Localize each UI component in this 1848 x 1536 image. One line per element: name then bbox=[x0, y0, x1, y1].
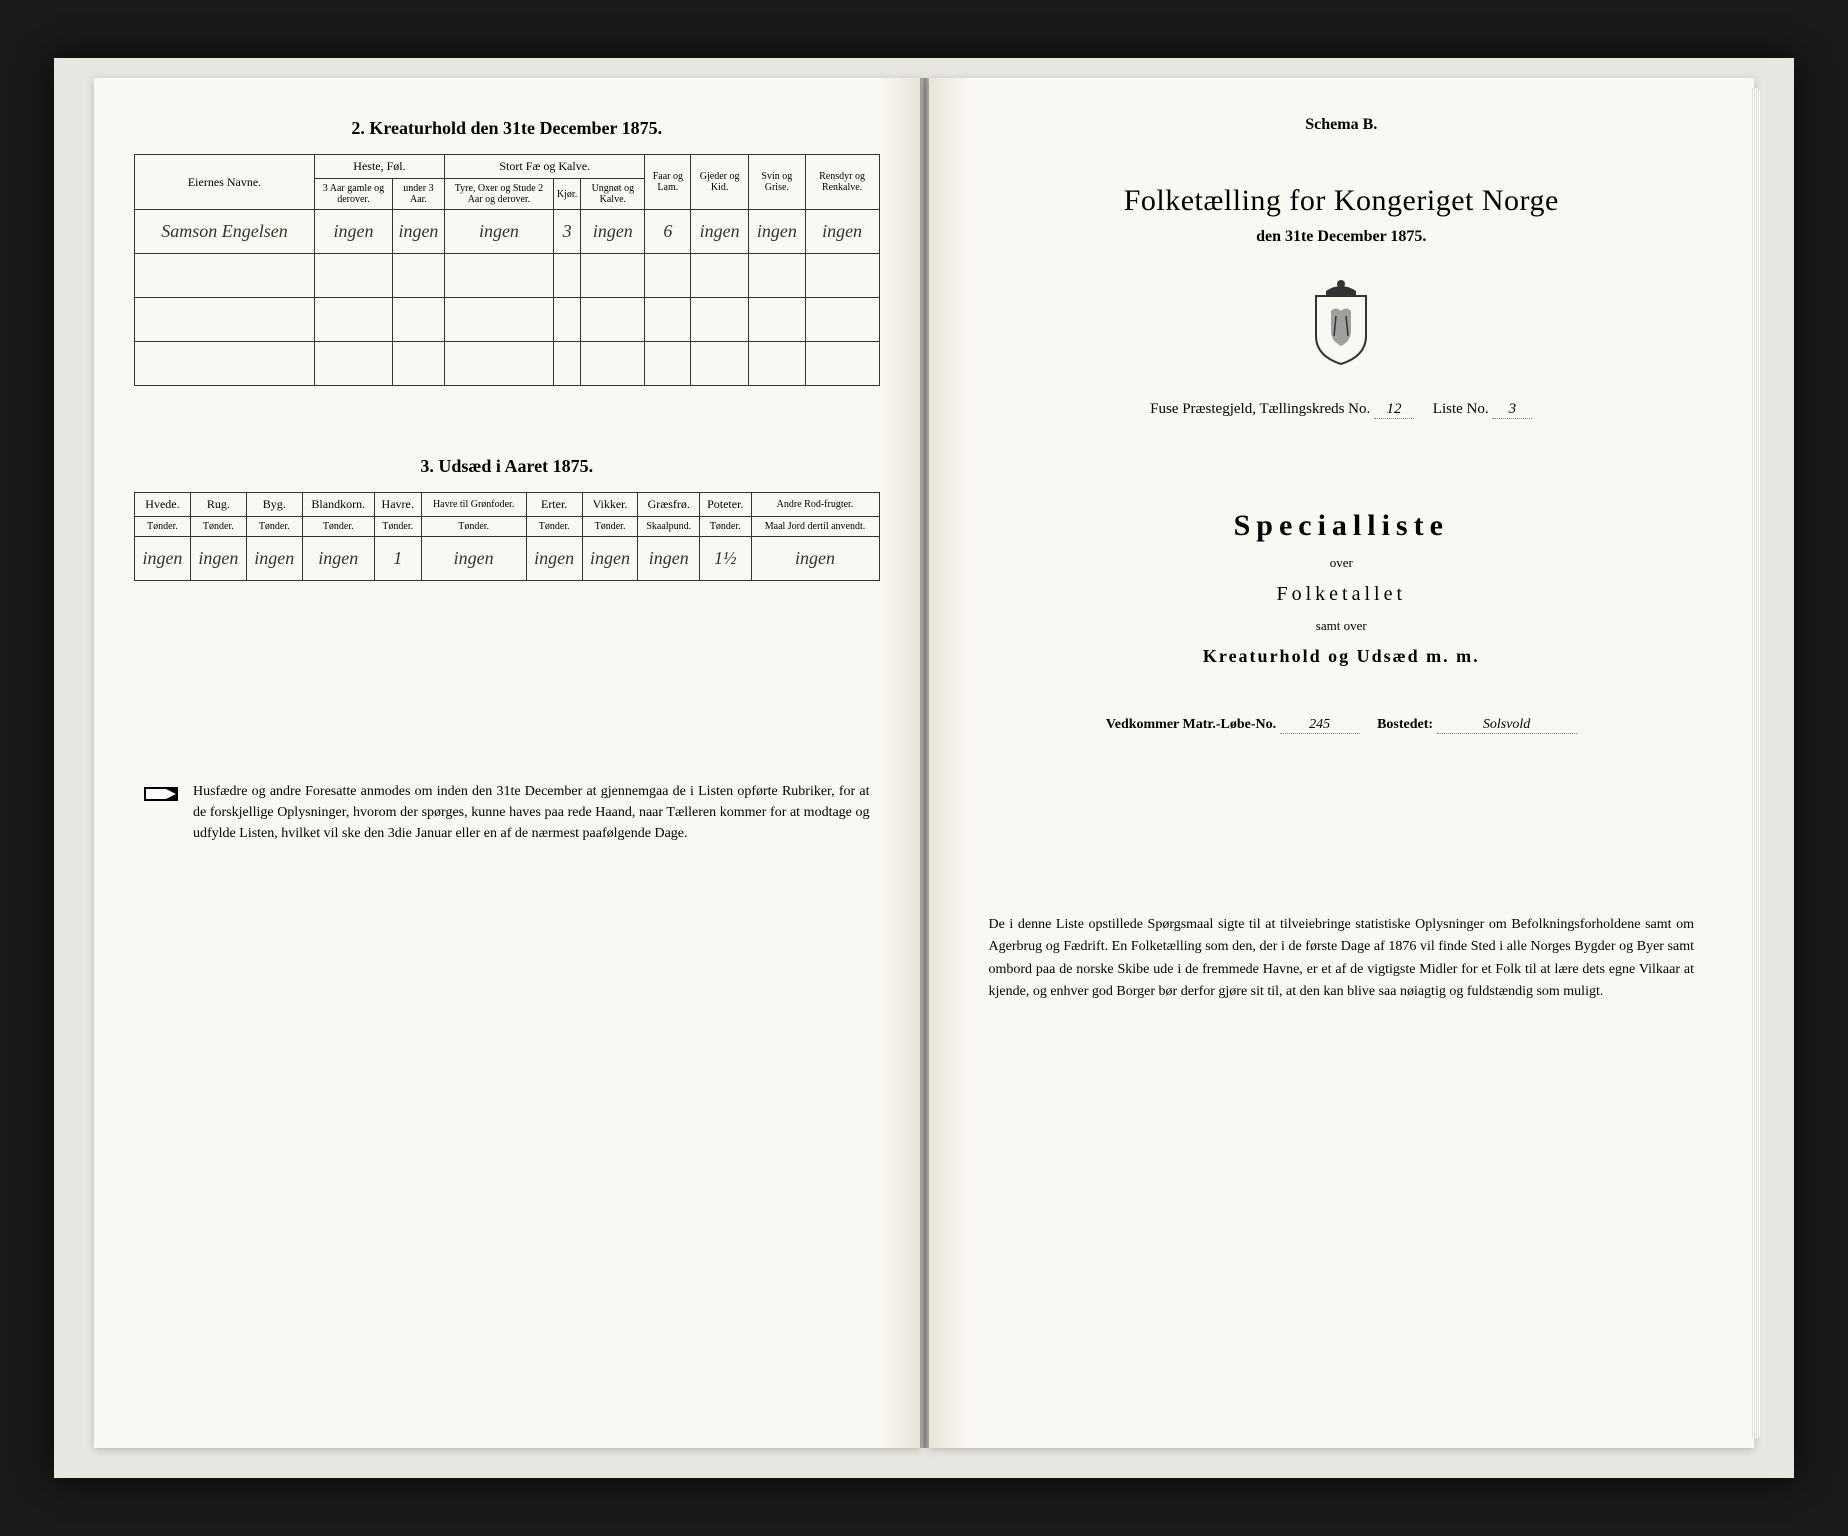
cell-vikker: ingen bbox=[582, 537, 638, 581]
samt-over-label: samt over bbox=[969, 618, 1715, 634]
vedkommer-line: Vedkommer Matr.-Løbe-No. 245 Bostedet: S… bbox=[969, 717, 1715, 734]
table2-row: Samson Engelsen ingen ingen ingen 3 inge… bbox=[135, 210, 880, 254]
bostedet-value: Solsvold bbox=[1437, 717, 1577, 734]
unit: Tønder. bbox=[699, 517, 751, 537]
th-hvede: Hvede. bbox=[135, 493, 191, 517]
cell-gjeder: ingen bbox=[691, 210, 749, 254]
unit: Tønder. bbox=[421, 517, 526, 537]
over-label: over bbox=[969, 555, 1715, 571]
table2-empty-row bbox=[135, 254, 880, 298]
th-havregron: Havre til Grønfoder. bbox=[421, 493, 526, 517]
unit: Tønder. bbox=[582, 517, 638, 537]
th-heste: Heste, Føl. bbox=[315, 155, 445, 179]
parish-no-value: 12 bbox=[1374, 401, 1414, 419]
cell-heste3: ingen bbox=[315, 210, 393, 254]
th-storfe: Stort Fæ og Kalve. bbox=[444, 155, 644, 179]
th-blandkorn: Blandkorn. bbox=[302, 493, 374, 517]
table2-title: 2. Kreaturhold den 31te December 1875. bbox=[134, 118, 880, 139]
left-page: 2. Kreaturhold den 31te December 1875. E… bbox=[94, 78, 921, 1448]
cell-oxer: ingen bbox=[444, 210, 553, 254]
th-heste-under3: under 3 Aar. bbox=[392, 179, 444, 210]
cell-havregron: ingen bbox=[421, 537, 526, 581]
th-rensdyr: Rensdyr og Renkalve. bbox=[805, 155, 879, 210]
th-faar: Faar og Lam. bbox=[645, 155, 691, 210]
th-storfe-oxer: Tyre, Oxer og Stude 2 Aar og derover. bbox=[444, 179, 553, 210]
schema-label: Schema B. bbox=[969, 116, 1715, 134]
main-title: Folketælling for Kongeriget Norge bbox=[969, 184, 1715, 218]
cell-faar: 6 bbox=[645, 210, 691, 254]
coat-of-arms-icon bbox=[969, 276, 1715, 371]
unit: Tønder. bbox=[374, 517, 421, 537]
book-spine bbox=[921, 78, 929, 1448]
unit: Maal Jord dertil anvendt. bbox=[751, 517, 879, 537]
th-rug: Rug. bbox=[190, 493, 246, 517]
th-byg: Byg. bbox=[246, 493, 302, 517]
book-spread: 2. Kreaturhold den 31te December 1875. E… bbox=[94, 78, 1754, 1448]
th-havre: Havre. bbox=[374, 493, 421, 517]
table3-row: ingen ingen ingen ingen 1 ingen ingen in… bbox=[135, 537, 880, 581]
table3-udsaed: Hvede. Rug. Byg. Blandkorn. Havre. Havre… bbox=[134, 492, 880, 581]
parish-label: Fuse Præstegjeld, Tællingskreds No. bbox=[1150, 401, 1370, 417]
page-stack-edge bbox=[1752, 88, 1760, 1438]
th-graesfro: Græsfrø. bbox=[638, 493, 700, 517]
th-storfe-kjor: Kjør. bbox=[553, 179, 580, 210]
cell-ungnot: ingen bbox=[581, 210, 645, 254]
cell-andre: ingen bbox=[751, 537, 879, 581]
cell-rensdyr: ingen bbox=[805, 210, 879, 254]
unit: Skaalpund. bbox=[638, 517, 700, 537]
th-storfe-ungnot: Ungnøt og Kalve. bbox=[581, 179, 645, 210]
cell-hesteU3: ingen bbox=[392, 210, 444, 254]
unit: Tønder. bbox=[302, 517, 374, 537]
bostedet-label: Bostedet: bbox=[1377, 717, 1433, 732]
liste-label: Liste No. bbox=[1433, 401, 1489, 417]
table2-kreaturhold: Eiernes Navne. Heste, Føl. Stort Fæ og K… bbox=[134, 154, 880, 386]
cell-havre: 1 bbox=[374, 537, 421, 581]
left-footnote-block: Husfædre og andre Foresatte anmodes om i… bbox=[134, 781, 880, 844]
pointing-hand-icon bbox=[144, 783, 178, 844]
th-svin: Svin og Grise. bbox=[749, 155, 806, 210]
th-erter: Erter. bbox=[526, 493, 582, 517]
kreatur-line: Kreaturhold og Udsæd m. m. bbox=[969, 646, 1715, 667]
table2-empty-row bbox=[135, 298, 880, 342]
unit: Tønder. bbox=[190, 517, 246, 537]
specialliste-title: Specialliste bbox=[969, 509, 1715, 543]
unit: Tønder. bbox=[526, 517, 582, 537]
right-page: Schema B. Folketælling for Kongeriget No… bbox=[929, 78, 1755, 1448]
cell-hvede: ingen bbox=[135, 537, 191, 581]
unit: Tønder. bbox=[135, 517, 191, 537]
right-footnote-text: De i denne Liste opstillede Spørgsmaal s… bbox=[969, 914, 1715, 1004]
th-gjeder: Gjeder og Kid. bbox=[691, 155, 749, 210]
cell-byg: ingen bbox=[246, 537, 302, 581]
cell-owner: Samson Engelsen bbox=[135, 210, 315, 254]
liste-no-value: 3 bbox=[1492, 401, 1532, 419]
th-vikker: Vikker. bbox=[582, 493, 638, 517]
scan-background: 2. Kreaturhold den 31te December 1875. E… bbox=[54, 58, 1794, 1478]
th-poteter: Poteter. bbox=[699, 493, 751, 517]
folketallet-label: Folketallet bbox=[969, 583, 1715, 606]
th-owner: Eiernes Navne. bbox=[135, 155, 315, 210]
date-line: den 31te December 1875. bbox=[969, 228, 1715, 246]
cell-kjor: 3 bbox=[553, 210, 580, 254]
cell-graesfro: ingen bbox=[638, 537, 700, 581]
cell-poteter: 1½ bbox=[699, 537, 751, 581]
cell-svin: ingen bbox=[749, 210, 806, 254]
table3-title: 3. Udsæd i Aaret 1875. bbox=[134, 456, 880, 477]
th-heste-3aar: 3 Aar gamle og derover. bbox=[315, 179, 393, 210]
cell-erter: ingen bbox=[526, 537, 582, 581]
cell-rug: ingen bbox=[190, 537, 246, 581]
matr-no-value: 245 bbox=[1280, 717, 1360, 734]
left-footnote-text: Husfædre og andre Foresatte anmodes om i… bbox=[193, 781, 870, 844]
cell-blandkorn: ingen bbox=[302, 537, 374, 581]
parish-line: Fuse Præstegjeld, Tællingskreds No. 12 L… bbox=[969, 401, 1715, 419]
th-andre: Andre Rod-frugter. bbox=[751, 493, 879, 517]
vedkommer-label: Vedkommer Matr.-Løbe-No. bbox=[1106, 717, 1276, 732]
unit: Tønder. bbox=[246, 517, 302, 537]
table2-empty-row bbox=[135, 342, 880, 386]
